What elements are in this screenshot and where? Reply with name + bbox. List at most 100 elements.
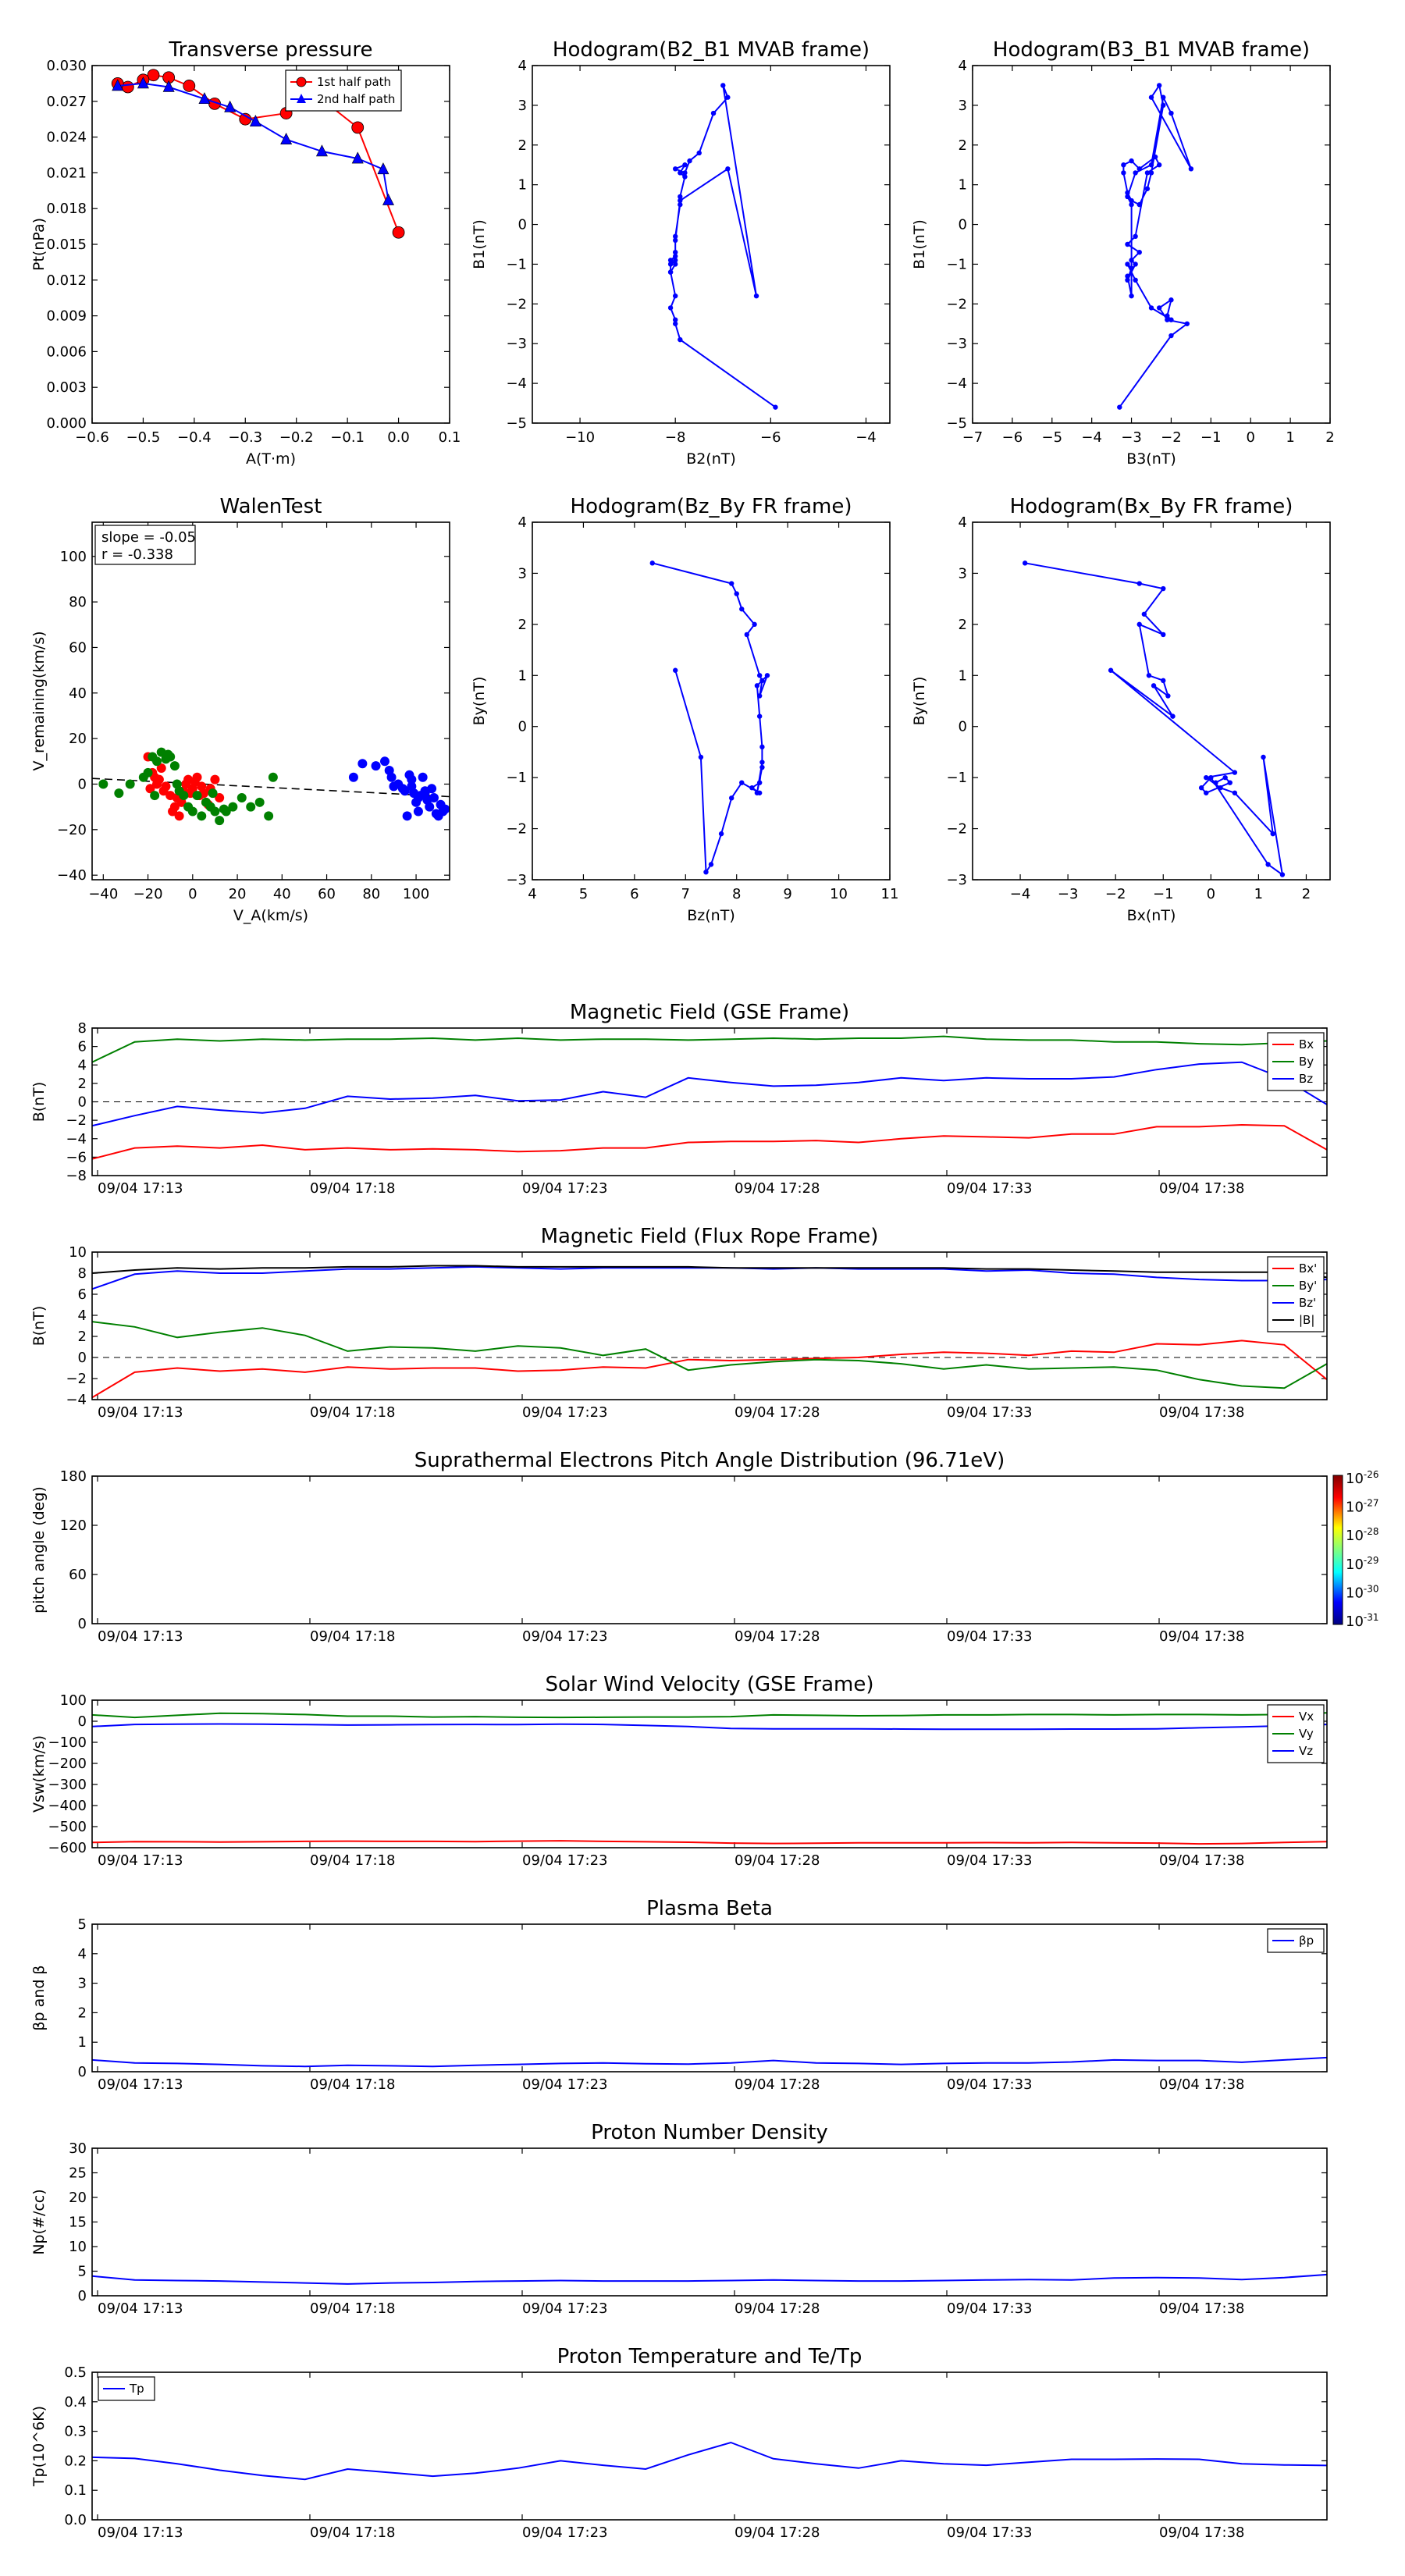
data-point (351, 151, 364, 164)
y-tick-label: −3 (946, 872, 967, 888)
y-tick-label: 15 (69, 2215, 87, 2231)
y-tick-label: 4 (518, 514, 527, 531)
y-axis-label: By(nT) (471, 677, 488, 726)
legend-label: By (1299, 1055, 1314, 1069)
data-point (315, 144, 328, 157)
data-point (687, 158, 692, 164)
data-point (98, 779, 108, 789)
y-tick-label: 0 (78, 1713, 87, 1730)
data-point (1168, 297, 1174, 303)
x-axis-label: Bx(nT) (1127, 907, 1176, 924)
x-tick-label: 09/04 17:38 (1159, 1628, 1244, 1645)
data-point (1022, 560, 1028, 566)
data-point (1121, 170, 1126, 176)
x-tick-label: 09/04 17:13 (98, 1404, 183, 1421)
legend-label: Bx (1299, 1037, 1314, 1051)
x-axis-label: V_A(km/s) (233, 907, 308, 924)
chart-panel-9: Solar Wind Velocity (GSE Frame) −600 −500 −… (30, 1673, 1328, 1869)
series-line-By' (92, 1321, 1327, 1389)
data-point (673, 258, 678, 263)
y-tick-label: −8 (66, 1168, 87, 1184)
plot-frame (91, 521, 450, 881)
y-tick-label: 0.3 (64, 2424, 87, 2440)
x-tick-label: 09/04 17:18 (310, 1852, 395, 1869)
data-point (1151, 683, 1157, 688)
y-axis-label: B1(nT) (911, 219, 928, 269)
x-tick-label: 09/04 17:33 (947, 1404, 1032, 1421)
y-tick-label: 0.003 (46, 379, 87, 396)
data-point (759, 744, 765, 750)
data-point (1152, 154, 1158, 160)
x-tick-label: 1 (1286, 429, 1294, 446)
y-tick-label: 0.006 (46, 343, 87, 360)
data-point (696, 150, 702, 156)
plot-area (92, 2056, 1327, 2068)
y-tick-label: −3 (946, 336, 967, 352)
x-tick-label: 80 (362, 886, 380, 902)
x-tick-label: −40 (88, 886, 118, 902)
plot-area (1117, 83, 1194, 410)
data-point (728, 795, 735, 801)
y-tick-label: 0 (518, 217, 527, 233)
legend: Tp (98, 2376, 155, 2401)
x-tick-label: −0.4 (177, 429, 212, 446)
data-point (413, 806, 423, 817)
chart-panel-8: Suprathermal Electrons Pitch Angle Distr… (30, 1449, 1379, 1645)
legend: Bx' By' Bz' |B| (1267, 1256, 1325, 1332)
data-point (137, 76, 149, 89)
x-tick-label: −4 (1081, 429, 1102, 446)
y-tick-label: −2 (66, 1112, 87, 1129)
y-axis-label: pitch angle (deg) (30, 1486, 48, 1614)
data-point (1279, 872, 1286, 877)
y-tick-label: 8 (78, 1020, 87, 1037)
data-point (1117, 404, 1122, 410)
series-line-0 (669, 85, 776, 408)
y-tick-label: −3 (506, 336, 527, 352)
plot-area (667, 83, 778, 410)
data-point (673, 667, 678, 673)
x-tick-label: −0.3 (228, 429, 262, 446)
data-point (753, 293, 759, 299)
data-point (1222, 774, 1228, 781)
data-point (1156, 83, 1162, 88)
data-point (682, 174, 688, 180)
plot-frame (91, 1027, 1328, 1176)
data-point (756, 693, 763, 699)
data-point (1204, 790, 1209, 795)
y-tick-label: 10 (69, 1244, 87, 1261)
colorbar-tick-label: 10-28 (1346, 1526, 1379, 1544)
y-tick-label: −5 (506, 415, 527, 432)
data-point (152, 756, 162, 767)
data-point (756, 713, 763, 719)
data-point (673, 249, 678, 255)
y-tick-label: 0 (959, 217, 967, 233)
data-point (420, 788, 430, 799)
data-point (1129, 197, 1134, 204)
x-tick-label: −0.1 (330, 429, 365, 446)
data-point (197, 811, 207, 821)
data-point (1165, 317, 1170, 322)
x-tick-label: 09/04 17:33 (947, 2300, 1032, 2317)
data-point (1133, 170, 1138, 176)
data-point (739, 780, 745, 785)
data-point (1129, 258, 1134, 263)
legend-box (285, 69, 402, 112)
data-point (183, 80, 196, 92)
data-point (215, 816, 225, 826)
x-tick-label: 09/04 17:23 (522, 1180, 607, 1197)
data-point (1148, 162, 1154, 168)
plot-frame (91, 2371, 1328, 2521)
chart-title: Proton Temperature and Te/Tp (557, 2345, 863, 2368)
data-point (187, 806, 197, 817)
x-tick-label: 09/04 17:13 (98, 2300, 183, 2317)
x-tick-label: 09/04 17:28 (735, 1852, 820, 1869)
chart-panel-7: Magnetic Field (Flux Rope Frame) −4 −2 0 2 4 6… (30, 1225, 1328, 1421)
data-point (1161, 678, 1166, 684)
data-point (1133, 233, 1138, 240)
data-point (759, 760, 765, 765)
y-tick-label: 0 (78, 776, 87, 792)
x-tick-label: 2 (1325, 429, 1334, 446)
data-point (1161, 94, 1166, 100)
y-tick-label: 40 (69, 685, 87, 702)
plot-area (92, 1712, 1327, 1845)
